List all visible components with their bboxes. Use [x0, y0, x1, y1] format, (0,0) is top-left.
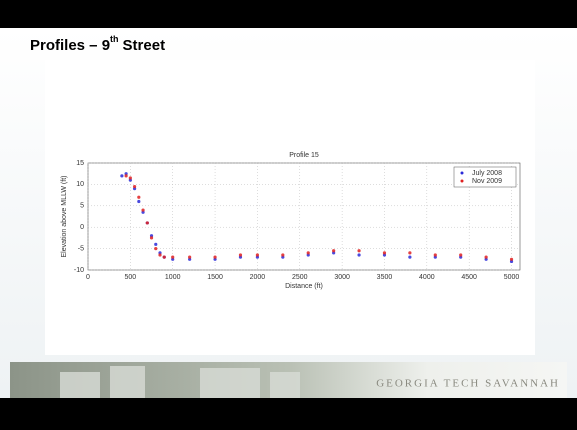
- x-tick-label: 5000: [504, 274, 520, 281]
- x-tick-label: 3500: [377, 274, 393, 281]
- point: [281, 253, 285, 257]
- point: [141, 208, 145, 212]
- point: [306, 251, 310, 255]
- point: [171, 255, 175, 259]
- legend-marker: [460, 179, 464, 183]
- point: [357, 249, 361, 253]
- y-tick-label: 5: [80, 203, 84, 210]
- point: [188, 255, 192, 259]
- point: [158, 253, 162, 257]
- legend-marker: [460, 171, 464, 175]
- x-tick-label: 2500: [292, 274, 308, 281]
- point: [154, 242, 158, 246]
- x-tick-label: 0: [86, 274, 90, 281]
- point: [137, 199, 141, 204]
- point: [128, 176, 132, 180]
- y-axis-label: Elevation above MLLW (ft): [61, 176, 68, 258]
- x-tick-label: 3000: [334, 274, 350, 281]
- point: [124, 174, 128, 178]
- point: [145, 221, 149, 225]
- point: [238, 253, 243, 257]
- point: [433, 253, 437, 257]
- point: [149, 236, 154, 240]
- point: [484, 255, 488, 259]
- y-tick-label: -5: [78, 245, 84, 252]
- x-axis-label: Distance (ft): [285, 283, 323, 290]
- point: [382, 251, 387, 255]
- point: [408, 255, 412, 259]
- point: [213, 255, 217, 259]
- chart-title: Profile 15: [289, 152, 319, 159]
- point: [162, 255, 166, 259]
- y-tick-label: 0: [80, 224, 84, 231]
- point: [357, 253, 361, 257]
- point: [408, 251, 412, 255]
- footer-text: GEORGIA TECH SAVANNAH: [376, 378, 560, 390]
- x-tick-label: 1000: [165, 274, 181, 281]
- y-tick-label: 10: [76, 181, 84, 188]
- point: [120, 174, 124, 178]
- x-tick-label: 1500: [207, 274, 223, 281]
- legend-label: Nov 2009: [472, 178, 502, 185]
- x-tick-label: 4000: [419, 274, 435, 281]
- point: [459, 253, 463, 257]
- point: [132, 184, 137, 189]
- legend-label: July 2008: [472, 170, 502, 177]
- buildings: [60, 366, 300, 398]
- legend-box: [453, 166, 517, 188]
- x-tick-label: 2000: [250, 274, 266, 281]
- slide-title: Profiles – 9th Street: [30, 34, 165, 54]
- y-tick-label: -10: [74, 267, 84, 274]
- x-tick-label: 500: [125, 274, 137, 281]
- point: [154, 247, 158, 251]
- chart: 0 500 1000 1500 2000 2500 3000 3500 4000 4500 5000…: [61, 152, 521, 290]
- point: [255, 253, 260, 257]
- x-tick-label: 4500: [461, 274, 477, 281]
- y-tick-label: 15: [76, 160, 84, 167]
- point: [137, 195, 141, 199]
- point: [509, 257, 514, 261]
- point: [332, 249, 336, 253]
